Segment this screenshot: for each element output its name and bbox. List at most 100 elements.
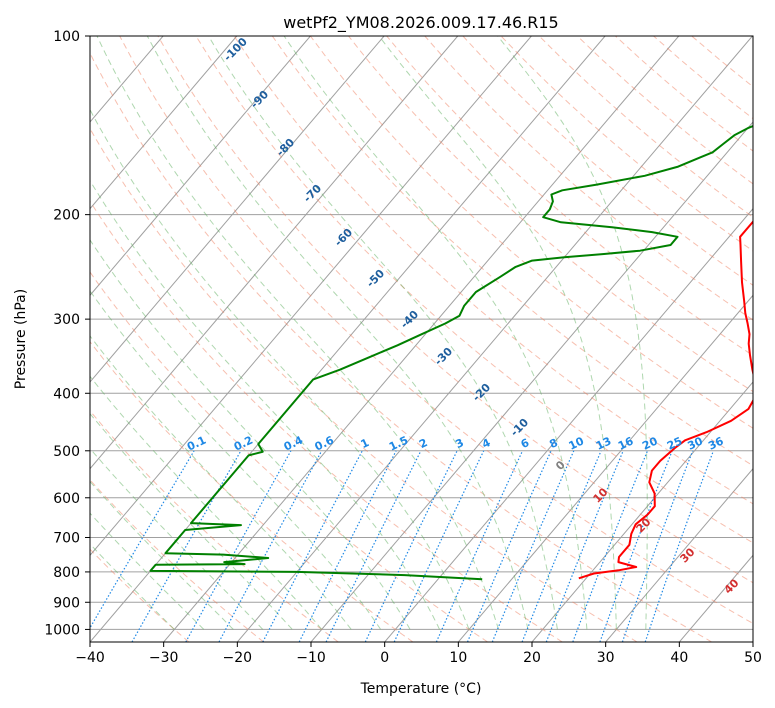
moist-adiabat-line [90,447,264,630]
x-tick-label: 10 [449,650,467,666]
isotherm-line [457,294,753,642]
mixing-ratio-label: 4 [480,436,493,451]
y-tick-label: 1000 [44,622,80,638]
y-tick-label: 700 [53,531,80,547]
x-tick-label: −10 [296,650,326,666]
y-axis-label: Pressure (hPa) [13,289,29,389]
mixing-ratio-label: 36 [706,434,726,452]
isotherm-line [90,36,532,557]
mixing-ratio-label: 25 [665,434,684,452]
dry-adiabat-line [90,200,563,642]
dry-adiabat-line [119,36,753,624]
moist-adiabat-label: -50 [364,267,387,290]
moist-adiabat-line [283,36,588,630]
isotherm-line [384,207,753,642]
x-tick-label: 30 [597,650,615,666]
moist-adiabat-label: -40 [398,308,421,331]
mixing-ratio-label: 3 [453,436,465,451]
series-line-temperature [578,220,753,580]
dry-adiabat-line [691,36,753,88]
series-line-dewpoint [149,124,753,581]
mixing-ratio-label: 30 [686,434,706,452]
mixing-ratio-label: 13 [594,434,613,452]
mixing-ratio-line [90,450,195,630]
moist-adiabat-line [90,179,441,630]
mixing-ratio-label: 10 [567,434,587,452]
moist-adiabat-label: -20 [470,381,493,404]
mixing-ratio-line [491,450,575,642]
x-tick-label: 50 [744,650,762,666]
x-tick-label: −30 [149,650,179,666]
isotherm-line [90,36,238,210]
moist-adiabat-line [90,480,234,630]
moist-adiabat-line [90,375,323,630]
dry-adiabat-line [90,340,414,642]
y-tick-label: 100 [53,29,80,45]
x-tick-label: 0 [380,650,389,666]
dry-adiabat-line [271,36,753,467]
mixing-ratio-line [262,450,363,642]
dry-adiabat-line [462,36,753,286]
moist-adiabat-line [146,36,529,630]
moist-adiabat-line [90,412,293,630]
moist-adiabat-line [90,512,205,630]
dry-adiabat-line [157,36,753,584]
moist-adiabat-line [378,36,617,630]
y-tick-label: 800 [53,565,80,581]
line-label-layer: 0.1 0.2 0.4 0.6 1 1.5 2 3 4 6 8 10 13 16 20 25 30 36-100-… [185,35,742,597]
isotherm-line [531,381,753,642]
x-tick-label: 40 [670,650,688,666]
y-tick-label: 300 [53,312,80,328]
mixing-ratio-line [435,450,524,642]
y-tick-label: 400 [53,386,80,402]
mixing-ratio-line [364,450,458,642]
mixing-ratio-line [572,450,649,642]
moist-adiabat-label: -60 [332,226,355,249]
chart-title: wetPf2_YM08.2026.009.17.46.R15 [283,13,558,33]
series-layer [149,124,753,581]
y-tick-label: 500 [53,444,80,460]
mixing-ratio-label: 20 [640,434,660,452]
moist-adiabat-line [497,36,648,630]
mixing-ratio-line [644,450,714,642]
plot-frame [89,35,754,643]
dry-adiabat-label: 40 [722,576,742,596]
dry-adiabat-line [195,36,753,544]
mixing-ratio-line [599,450,673,642]
moist-adiabat-line [90,290,382,630]
dry-adiabat-line [653,36,753,120]
y-tick-label: 600 [53,491,80,507]
mixing-ratio-label: 1 [359,436,371,451]
isotherm-line [752,641,753,642]
mixing-ratio-label: 2 [417,436,429,451]
dry-adiabat-line [90,271,488,642]
dry-adiabat-line [90,127,638,642]
mixing-ratio-label: 16 [616,434,636,452]
mixing-ratio-line [521,450,602,642]
x-tick-label: 20 [523,650,541,666]
plot-area [90,36,753,642]
x-tick-label: −20 [223,650,253,666]
dry-adiabat-line [90,51,712,642]
isotherm-line [605,467,753,642]
moist-adiabat-label: -90 [248,88,271,111]
moist-adiabat-line [90,108,470,630]
mixing-ratio-line [218,450,323,642]
isotherm-line [163,36,680,642]
y-tick-label: 200 [53,208,80,224]
moist-adiabat-label: -100 [221,35,250,64]
mixing-ratio-line [131,450,242,642]
isotherm-line [90,36,311,297]
mixing-ratio-line [325,450,422,642]
moist-adiabat-line [96,36,499,630]
isotherm-line [90,36,459,470]
moist-adiabat-line [208,36,558,630]
mixing-ratio-line [621,450,694,642]
dry-adiabat-line [309,36,753,429]
dry-adiabat-line [233,36,753,505]
dry-adiabat-line [90,548,190,642]
dry-adiabat-line [90,479,264,642]
tick-layer: −40 −30 −20 −10 0 10 20 30 40 50 100 200 300 400 500 60… [44,29,762,666]
dry-adiabat-line [348,36,753,393]
